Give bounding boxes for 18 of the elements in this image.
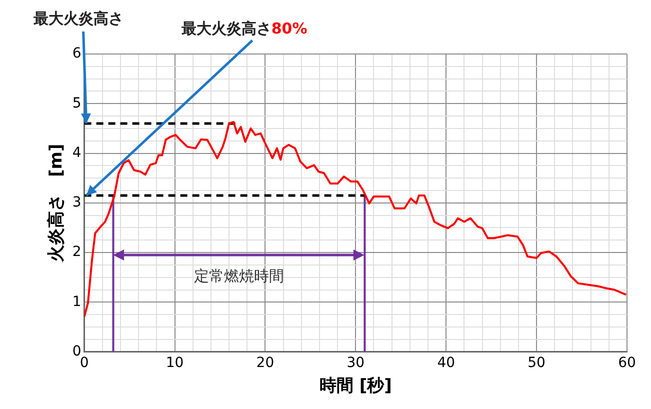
x-tick-label: 10 [166,354,184,371]
y-tick-label: 4 [72,144,82,161]
annotation: 最大火炎高さ80% [180,19,308,38]
x-tick-label: 60 [618,354,636,371]
y-tick-label: 2 [72,244,82,260]
x-tick-label: 30 [346,354,365,371]
x-tick-label: 40 [437,354,456,371]
x-tick-label: 20 [256,354,274,371]
y-tick-label: 6 [72,46,82,62]
y-tick-label: 0 [72,343,82,360]
y-tick-label: 5 [72,95,82,112]
y-tick-label: 1 [72,294,82,310]
y-axis-title: 火炎高さ [m] [46,144,67,262]
annotation: 定常燃焼時間 [194,266,284,285]
x-axis-title: 時間 [秒] [319,376,392,396]
x-tick-label: 50 [528,354,546,371]
annotation: 最大火炎高さ [32,9,124,28]
y-tick-label: 3 [72,194,82,211]
